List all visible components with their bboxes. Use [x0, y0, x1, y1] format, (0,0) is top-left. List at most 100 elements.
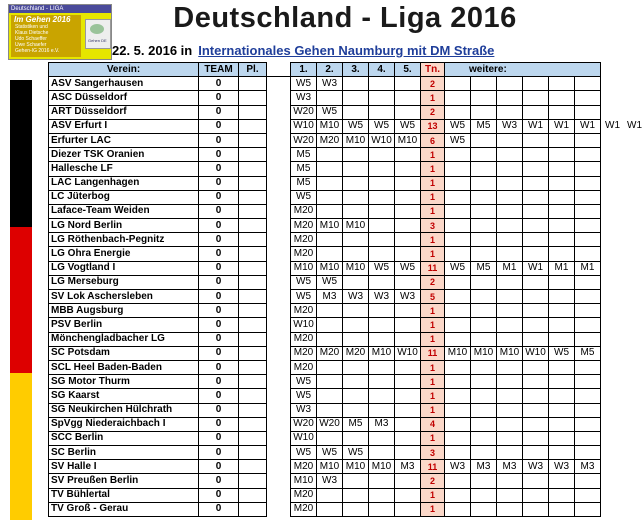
extra-result-cell: W3 [496, 118, 523, 134]
result-cell: M10 [342, 260, 369, 276]
result-cell [394, 246, 421, 262]
extra-result-cell [496, 218, 523, 234]
result-cell: W5 [316, 274, 343, 291]
spacer-cell [266, 431, 291, 446]
result-cell: W20 [290, 132, 317, 149]
col-weitere: weitere: [444, 61, 601, 78]
extra-result-cell [574, 416, 601, 432]
extra-result-cell [470, 274, 497, 291]
extra-result-cell [496, 147, 523, 163]
event-link[interactable]: Internationales Gehen Naumburg mit DM St… [198, 43, 495, 58]
placement [238, 416, 267, 432]
club-name: Mönchengladbacher LG [48, 331, 199, 347]
extra-result-cell [574, 374, 601, 390]
extra-result-cell [574, 402, 601, 418]
result-cell [342, 374, 369, 390]
extra-result-cell: M3 [574, 459, 601, 475]
extra-result-cell [470, 104, 497, 120]
club-name: LG Vogtland I [48, 260, 199, 276]
extra-result-cell [444, 317, 471, 333]
participant-count: 1 [420, 175, 445, 191]
event-subtitle: 22. 5. 2016 in Internationales Gehen Naum… [112, 43, 494, 58]
result-cell: W5 [316, 104, 343, 120]
spacer-cell [266, 332, 291, 347]
extra-result-cell: M10 [470, 345, 497, 361]
result-cell: M20 [316, 345, 343, 361]
logo-line: Uwe Schaefer [15, 42, 47, 48]
table-row: MBB Augsburg 0 M20 1 [48, 303, 601, 319]
result-cell [394, 331, 421, 347]
table-row: LG Vogtland I 0 M10 M10 M10 W5 W5 11 W5 M5 M1 W1 M1 M… [48, 260, 601, 276]
logo-line: Klaus Dietsche [15, 30, 49, 36]
spacer-cell [266, 218, 291, 233]
extra-result-cell [548, 388, 575, 404]
spacer-cell [266, 133, 291, 148]
extra-result-cell [548, 402, 575, 418]
extra-result-overflow: W1 [627, 120, 642, 131]
table-row: Hallesche LF 0 M5 1 [48, 161, 601, 177]
result-cell: M3 [368, 416, 395, 432]
result-cell [368, 501, 395, 518]
extra-result-cell [496, 331, 523, 347]
participant-count: 1 [420, 189, 445, 205]
extra-result-cell [574, 388, 601, 404]
team-points: 0 [198, 189, 239, 205]
participant-count: 1 [420, 303, 445, 319]
spacer-cell [266, 459, 291, 474]
club-name: Diezer TSK Oranien [48, 147, 199, 163]
table-row: SV Preußen Berlin 0 M10 W3 2 [48, 473, 601, 489]
placement [238, 203, 267, 220]
result-cell: W5 [290, 76, 317, 92]
table-row: ART Düsseldorf 0 W20 W5 2 [48, 104, 601, 120]
result-cell: M20 [290, 331, 317, 347]
extra-result-cell [496, 274, 523, 291]
club-name: Laface-Team Weiden [48, 203, 199, 220]
result-cell [394, 501, 421, 518]
badge-emblem-icon [90, 24, 104, 34]
participant-count: 1 [420, 374, 445, 390]
extra-result-cell [444, 374, 471, 390]
spacer-cell [266, 190, 291, 205]
result-cell [342, 430, 369, 447]
table-row: ASV Sangerhausen 0 W5 W3 2 [48, 76, 601, 92]
extra-result-cell [574, 90, 601, 106]
result-cell: W5 [290, 388, 317, 404]
result-cell: M10 [316, 260, 343, 276]
spacer-cell [266, 388, 291, 403]
result-cell: W5 [290, 274, 317, 291]
extra-result-cell [522, 76, 549, 92]
participant-count: 2 [420, 274, 445, 291]
extra-result-cell [470, 501, 497, 518]
result-cell [368, 402, 395, 418]
result-cell [368, 232, 395, 248]
placement [238, 90, 267, 106]
spacer-cell [266, 161, 291, 176]
result-cell [342, 203, 369, 220]
result-cell: M10 [316, 118, 343, 134]
result-cell [342, 303, 369, 319]
extra-result-cell [470, 76, 497, 92]
result-cell: M10 [316, 459, 343, 475]
result-cell: M10 [342, 218, 369, 234]
result-cell: W10 [290, 430, 317, 447]
result-cell: M5 [290, 147, 317, 163]
extra-result-cell: M5 [470, 260, 497, 276]
standings-table: Verein: TEAM Pl. 1. 2. 3. 4. 5. Tn. weit… [48, 61, 601, 518]
placement [238, 388, 267, 404]
extra-result-cell [444, 473, 471, 489]
extra-result-cell: W1 [574, 118, 601, 134]
extra-result-overflow: W1 [605, 120, 620, 131]
spacer-cell [266, 204, 291, 219]
extra-result-cell [522, 473, 549, 489]
extra-result-cell [470, 317, 497, 333]
result-cell [368, 104, 395, 120]
spacer-cell [266, 289, 291, 304]
club-name: ART Düsseldorf [48, 104, 199, 120]
placement [238, 274, 267, 291]
result-cell [342, 76, 369, 92]
result-cell [342, 473, 369, 489]
result-cell [394, 189, 421, 205]
team-points: 0 [198, 288, 239, 305]
placement [238, 260, 267, 276]
club-name: SV Halle I [48, 459, 199, 475]
